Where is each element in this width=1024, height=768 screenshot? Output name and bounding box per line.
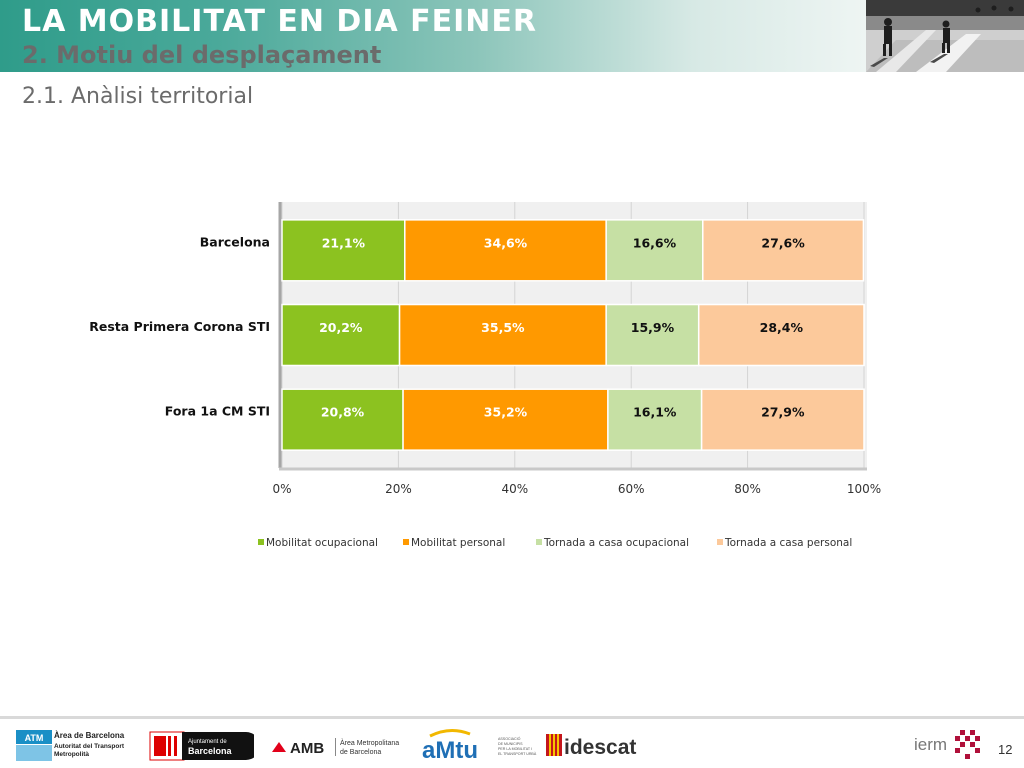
legend-swatch: [403, 539, 409, 545]
data-label: 34,6%: [484, 235, 528, 250]
header-photo: [866, 0, 1024, 72]
data-label: 21,1%: [322, 235, 366, 250]
idescat-logo: idescat: [546, 728, 650, 762]
footer-divider: [0, 716, 1024, 719]
atm-line3: Metropolità: [54, 751, 89, 758]
x-tick-label: 60%: [618, 482, 645, 496]
data-label: 35,5%: [481, 320, 525, 335]
category-label: Resta Primera Corona STI: [89, 319, 270, 334]
amtu-line1: ASSOCIACIÓ: [498, 736, 521, 741]
iermb-mark: ierm: [914, 735, 947, 754]
bar-segment: [697, 303, 865, 367]
amtu-line3: PER LA MOBILITAT I: [498, 747, 532, 751]
iermb-logo: ierm: [914, 728, 986, 762]
amtu-mark: aMtu: [422, 737, 478, 762]
atm-badge-text: ATM: [25, 733, 44, 743]
amtu-logo: aMtu ASSOCIACIÓ DE MUNICIPIS PER LA MOBI…: [420, 728, 538, 762]
data-label: 27,6%: [761, 235, 805, 250]
legend-label: Mobilitat personal: [411, 537, 505, 549]
data-label: 27,9%: [761, 405, 805, 420]
bar-segment: [605, 219, 704, 282]
legend-label: Tornada a casa ocupacional: [543, 537, 689, 549]
legend-swatch: [717, 539, 723, 545]
atm-line2: Autoritat del Transport: [54, 743, 125, 750]
amb-logo: AMB Àrea Metropolitana de Barcelona: [270, 728, 404, 762]
data-label: 28,4%: [760, 320, 804, 335]
legend-label: Tornada a casa personal: [724, 537, 852, 549]
amtu-line4: EL TRANSPORT URBÀ: [498, 752, 537, 756]
data-label: 16,6%: [633, 235, 677, 250]
bar-segment: [281, 219, 406, 282]
x-tick-label: 20%: [385, 482, 412, 496]
bar-segment: [605, 303, 700, 367]
amb-line2: de Barcelona: [340, 749, 381, 756]
legend-label: Mobilitat ocupacional: [266, 537, 378, 549]
ajuntament-line1: Ajuntament de: [188, 739, 227, 745]
bar-segment: [404, 219, 607, 282]
x-tick-label: 40%: [501, 482, 528, 496]
page-subtitle: 2. Motiu del desplaçament: [22, 41, 382, 69]
ajuntament-line2: Barcelona: [188, 746, 233, 756]
x-tick-label: 80%: [734, 482, 761, 496]
header-banner: LA MOBILITAT EN DIA FEINER 2. Motiu del …: [0, 0, 866, 72]
x-tick-label: 100%: [847, 482, 881, 496]
page-number: 12: [998, 742, 1013, 757]
bar-segment: [607, 388, 703, 451]
idescat-mark: idescat: [564, 736, 636, 759]
data-label: 15,9%: [631, 320, 675, 335]
ajuntament-logo: Ajuntament de Barcelona: [148, 728, 254, 762]
bar-segment: [398, 303, 607, 367]
legend-swatch: [258, 539, 264, 545]
bar-segment: [281, 303, 401, 367]
bar-segment: [700, 388, 865, 451]
amtu-line2: DE MUNICIPIS: [498, 742, 523, 746]
data-label: 35,2%: [484, 405, 528, 420]
category-label: Barcelona: [200, 234, 270, 249]
category-label: Fora 1a CM STI: [165, 404, 270, 419]
section-title: 2.1. Anàlisi territorial: [22, 84, 254, 109]
amb-line1: Àrea Metropolitana: [340, 738, 399, 747]
atm-logo: ATM Àrea de Barcelona Autoritat del Tran…: [16, 728, 128, 762]
data-label: 20,8%: [321, 405, 365, 420]
stacked-bar-chart: 0% 20% 40% 60% 80% 100% Barcelona 21,1% 34,6% 16,…: [60, 190, 920, 564]
amb-mark: AMB: [290, 740, 324, 757]
legend-swatch: [536, 539, 542, 545]
atm-line1: Àrea de Barcelona: [54, 731, 125, 740]
data-label: 20,2%: [319, 320, 363, 335]
bar-segment: [702, 219, 865, 282]
chart-canvas: 0% 20% 40% 60% 80% 100% Barcelona 21,1% 34,6% 16,…: [89, 202, 881, 549]
x-tick-label: 0%: [272, 482, 291, 496]
page-title: LA MOBILITAT EN DIA FEINER: [22, 4, 537, 39]
data-label: 16,1%: [633, 405, 677, 420]
